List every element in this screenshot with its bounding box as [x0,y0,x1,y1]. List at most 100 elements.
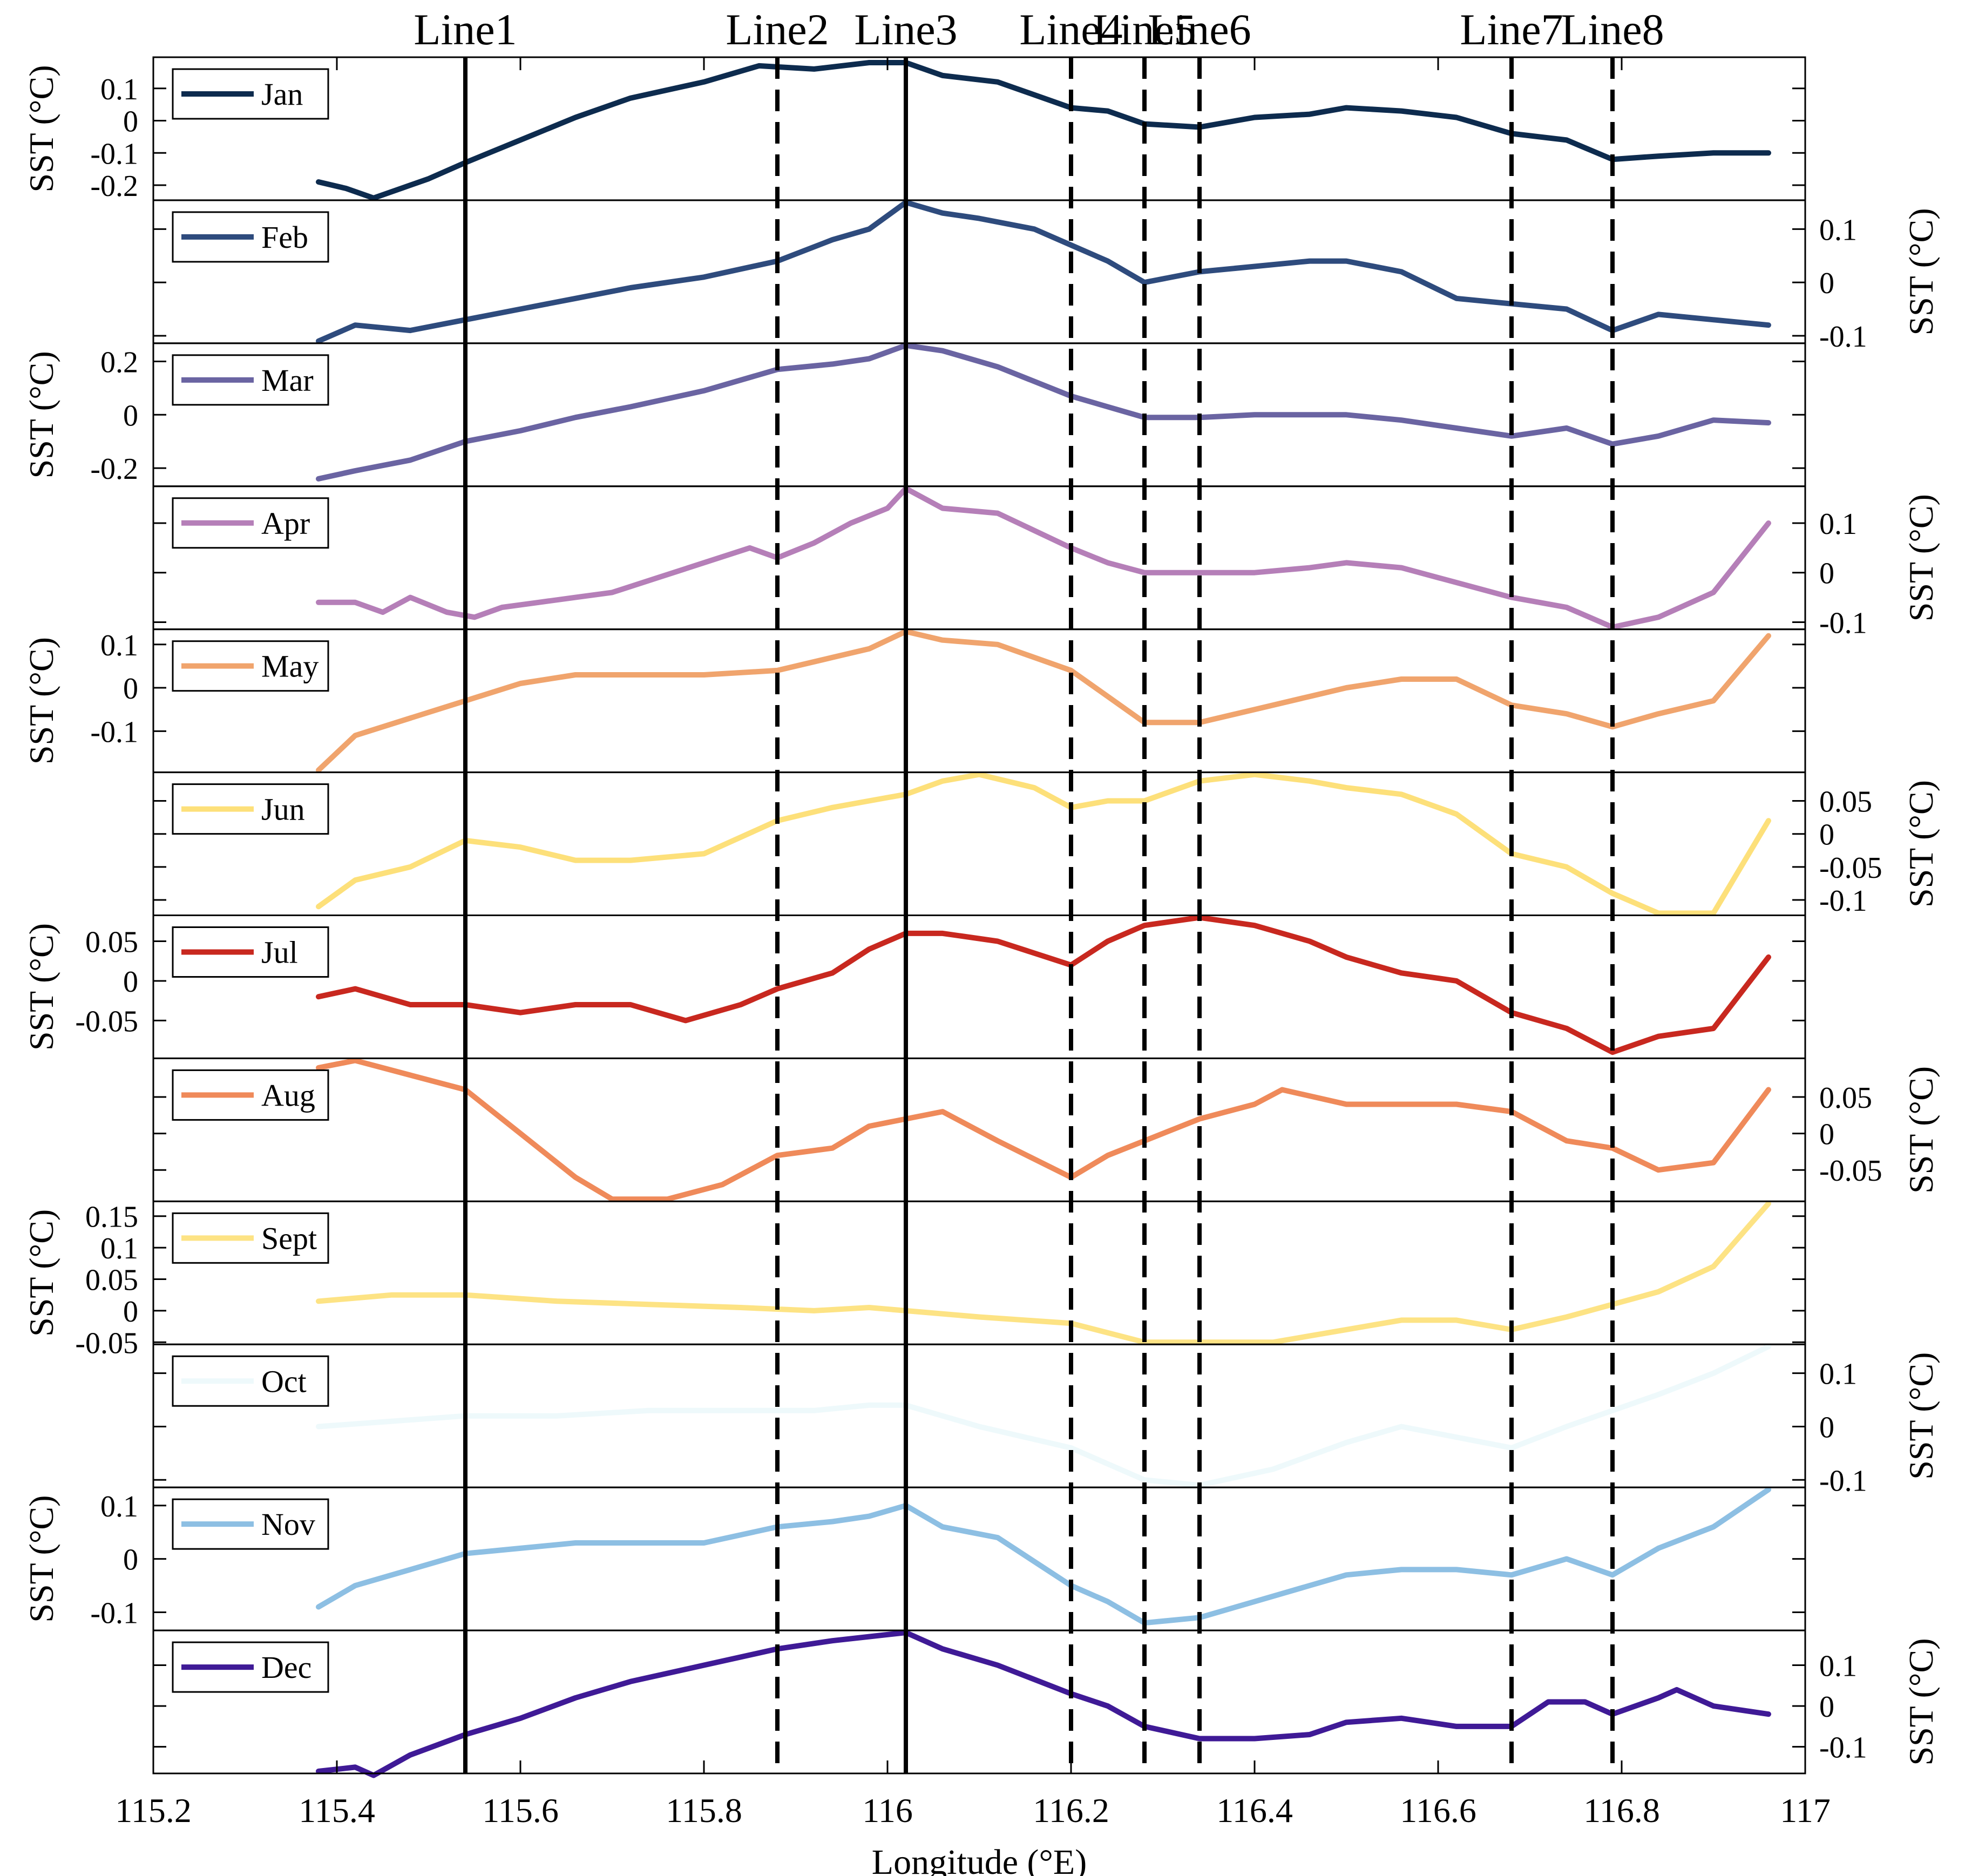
panel-jul: 0.05 0 -0.05 SST (°C) Jul [22,915,1806,1059]
y-tick-label: 0 [1819,267,1834,300]
y-tick-label: -0.05 [75,1005,138,1038]
panel-jun: 0.050-0.05-0.1 SST (°C) Jun [152,771,1940,918]
y-axis-label: SST (°C) [22,65,60,192]
y-tick-label: -0.1 [1819,884,1867,918]
y-axis-label: SST (°C) [1902,1638,1940,1765]
y-tick-label: -0.05 [1819,1154,1882,1188]
series-line-may [316,628,1771,773]
legend-label: Jun [261,792,305,827]
x-tick-label: 115.8 [666,1791,742,1830]
y-tick-label: 0.05 [1819,1081,1872,1115]
y-tick-label: 0.1 [100,73,138,106]
panel-sept: 0.150.10.050-0.05 SST (°C) Sept [22,1201,1806,1360]
panel-oct: 0.1 0 -0.1 SST (°C) Oct [152,1343,1940,1498]
y-tick-label: 0 [123,672,138,706]
y-axis-label: SST (°C) [1902,494,1940,621]
x-tick-label: 116 [862,1791,913,1830]
x-tick-label: 115.2 [115,1791,192,1830]
y-tick-label: 0.05 [85,926,138,959]
legend-label: Mar [261,363,314,398]
y-tick-label: -0.2 [90,452,138,486]
y-tick-label: 0.1 [1819,1358,1857,1391]
series-line-aug [316,1058,1771,1202]
y-tick-label: -0.1 [90,715,138,749]
y-axis-label: SST (°C) [22,637,60,764]
x-tick-label: 115.6 [482,1791,559,1830]
series-line-sept [316,1201,1771,1345]
reference-line-label: Line5 [1093,5,1196,54]
legend-label: Feb [261,220,308,255]
y-tick-label: -0.1 [1819,1464,1867,1498]
reference-line-label: Line1 [414,5,517,54]
x-axis-label: Longitude (°E) [872,1843,1087,1876]
panel-dec: 0.1 0 -0.1 SST (°C) Dec [152,1629,1940,1778]
series-line-feb [316,199,1771,344]
y-tick-label: 0 [1819,818,1834,852]
legend-label: Apr [261,506,310,541]
series-line-oct [316,1344,1771,1488]
legend-label: May [261,649,319,684]
y-tick-label: 0.1 [100,629,138,662]
y-tick-label: 0.1 [100,1490,138,1523]
legend-label: Oct [261,1364,307,1399]
y-tick-label: 0 [1819,1411,1834,1444]
panel-aug: 0.050-0.05 SST (°C) Aug [152,1057,1940,1202]
y-tick-label: 0 [1819,1118,1834,1152]
legend-label: Nov [261,1507,315,1542]
x-tick-label: 116.2 [1033,1791,1109,1830]
y-tick-label: 0.2 [100,346,138,379]
x-tick-label: 116.6 [1400,1791,1476,1830]
legend-label: Jul [261,935,298,970]
legend-label: Dec [261,1650,311,1685]
x-tick-label: 115.4 [299,1791,375,1830]
panel-frame [152,1629,1806,1775]
y-tick-label: 0.05 [85,1263,138,1297]
x-tick-label: 117 [1780,1791,1831,1830]
reference-line-label: Line7 [1460,5,1563,54]
series-line-dec [316,1630,1771,1778]
y-tick-label: -0.1 [1819,320,1867,354]
y-tick-label: -0.1 [1819,1731,1867,1765]
y-axis-label: SST (°C) [22,1209,60,1337]
legend-label: Aug [261,1078,315,1113]
x-tick-label: 116.4 [1216,1791,1293,1830]
y-tick-label: -0.1 [90,1596,138,1630]
y-tick-label: 0.1 [1819,1650,1857,1683]
y-tick-label: 0 [123,1543,138,1577]
y-tick-label: -0.05 [1819,851,1882,885]
y-tick-label: 0 [123,105,138,139]
series-line-jun [316,771,1771,916]
legend-label: Jan [261,77,303,112]
y-tick-label: 0.1 [1819,507,1857,541]
y-tick-label: -0.1 [90,137,138,171]
y-axis-label: SST (°C) [22,351,60,478]
panel-may: 0.1 0 -0.1 SST (°C) May [22,628,1806,774]
y-tick-label: 0.1 [100,1232,138,1265]
y-tick-label: 0 [123,399,138,432]
y-tick-label: 0 [123,1295,138,1329]
series-line-jul [316,915,1771,1055]
y-axis-label: SST (°C) [1902,780,1940,907]
panel-mar: 0.2 0 -0.2 SST (°C) Mar [22,342,1806,487]
y-axis-label: SST (°C) [1902,1352,1940,1480]
y-tick-label: 0 [1819,557,1834,591]
y-tick-label: 0.15 [85,1201,138,1234]
reference-line-label: Line3 [854,5,957,54]
legend-label: Sept [261,1221,317,1256]
y-tick-label: -0.1 [1819,606,1867,640]
y-axis-label: SST (°C) [22,923,60,1051]
y-tick-label: -0.05 [75,1326,138,1360]
y-axis-label: SST (°C) [1902,208,1940,335]
y-tick-label: 0.05 [1819,785,1872,819]
y-tick-label: 0 [123,965,138,999]
reference-line-label: Line2 [726,5,829,54]
y-axis-label: SST (°C) [22,1495,60,1623]
x-tick-label: 116.8 [1583,1791,1660,1830]
reference-line-label: Line6 [1148,5,1251,54]
y-tick-label: -0.2 [90,170,138,203]
panel-nov: 0.1 0 -0.1 SST (°C) Nov [22,1486,1806,1631]
y-axis-label: SST (°C) [1902,1066,1940,1194]
y-tick-label: 0.1 [1819,213,1857,247]
